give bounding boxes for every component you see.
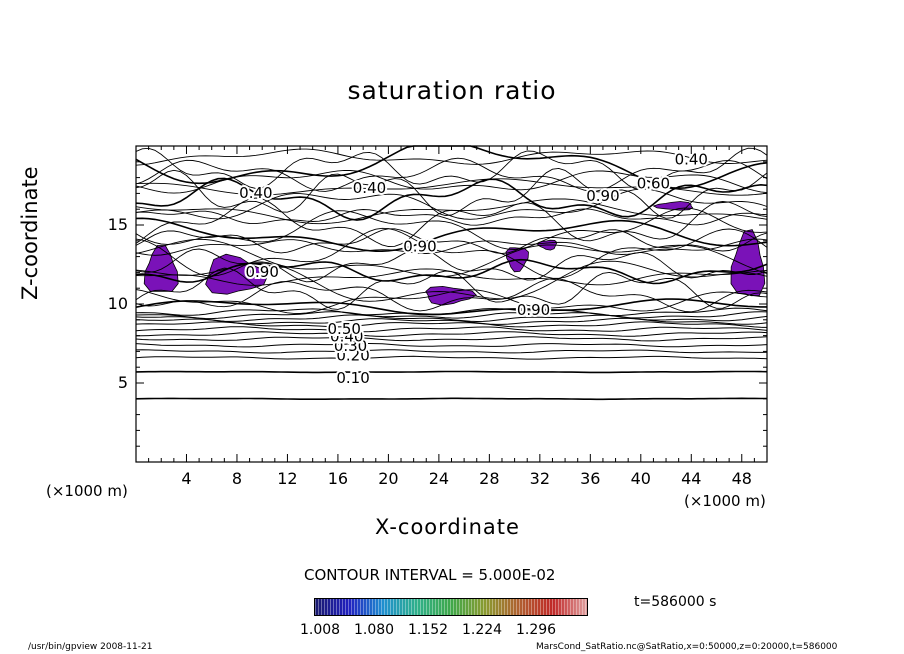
colorbar-label: 1.152 [408, 622, 449, 638]
contour-line [135, 157, 768, 192]
colorbar-label: 1.008 [300, 622, 341, 638]
x-tick-label: 28 [479, 469, 500, 488]
contour-line [135, 178, 768, 196]
colorbar [314, 598, 588, 616]
contour-label: 0.40 [239, 184, 272, 202]
contour-line [135, 397, 767, 401]
contour-line [135, 208, 768, 226]
contour-line [135, 278, 768, 313]
contour-label: 0.90 [586, 187, 619, 205]
contour-line [135, 198, 768, 225]
y-axis-label: Z-coordinate [18, 166, 42, 300]
contour-line [135, 349, 768, 354]
contour-line [135, 343, 768, 348]
contour-label: 0.60 [637, 174, 670, 192]
contour-labels: 0.100.200.300.400.500.40 0.400.400.900.60… [237, 149, 710, 389]
contour-label: 0.40 [330, 328, 363, 346]
contour-line [135, 227, 768, 279]
x-unit-label-right: (×1000 m) [684, 492, 766, 510]
x-tick-label: 16 [327, 469, 349, 488]
colorbar-label: 1.224 [462, 622, 503, 638]
contour-line [135, 314, 768, 323]
contour-line [135, 207, 768, 250]
x-tick-label: 8 [231, 469, 243, 488]
contour-label: 0.50 [328, 320, 361, 338]
y-tick-label: 15 [107, 215, 128, 234]
x-tick-label: 32 [529, 469, 550, 488]
x-tick-label: 36 [580, 469, 601, 488]
chart-title: saturation ratio [347, 76, 557, 105]
colorbar-label: 1.296 [516, 622, 557, 638]
x-tick-label: 40 [630, 469, 651, 488]
contour-line [135, 238, 768, 256]
x-tick-label: 48 [731, 469, 752, 488]
contour-label: 0.90 [403, 238, 436, 256]
contour-line [135, 326, 768, 333]
contour-line [135, 177, 768, 221]
contour-line [135, 268, 768, 286]
contour-line [135, 228, 768, 254]
contour-label: 0.40 [353, 179, 386, 197]
contour-line [135, 258, 768, 285]
contour-label: 0.90 [245, 263, 278, 281]
y-tick-label: 5 [117, 373, 128, 392]
contour-line [135, 148, 768, 166]
footer-left: /usr/bin/gpview 2008-11-21 [28, 642, 153, 652]
contour-line [135, 298, 767, 316]
contour-line [135, 145, 768, 190]
contour-line [135, 317, 768, 325]
contour-label: 0.30 [334, 337, 367, 355]
contour-lines [135, 145, 768, 401]
contour-line [135, 336, 768, 342]
contour-line [135, 147, 768, 190]
contour-line [135, 355, 768, 360]
time-label: t=586000 s [634, 594, 717, 610]
x-tick-label: 20 [378, 469, 399, 488]
x-tick-label: 12 [277, 469, 298, 488]
contour-label: 0.40 [675, 151, 708, 169]
shaded-region [652, 201, 694, 211]
x-axis-label: X-coordinate [375, 515, 520, 539]
contour-line [135, 311, 768, 320]
contour-label: 0.90 [517, 301, 550, 319]
contour-line [135, 248, 768, 283]
contour-label: 0.10 [336, 369, 369, 387]
x-unit-label-left: (×1000 m) [46, 482, 128, 500]
contour-label: 0.20 [336, 347, 369, 365]
x-tick-label: 24 [428, 469, 450, 488]
axis-ticks [136, 146, 767, 462]
contour-line [135, 238, 768, 278]
x-tick-label: 44 [681, 469, 702, 488]
contour-line [135, 217, 768, 252]
contour-interval-label: CONTOUR INTERVAL = 5.000E-02 [304, 566, 556, 584]
x-tick-label: 4 [181, 469, 192, 488]
footer-right: MarsCond_SatRatio.nc@SatRatio,x=0:50000,… [536, 642, 838, 652]
contour-line [135, 167, 768, 219]
contour-line [135, 331, 768, 337]
colorbar-label: 1.080 [354, 622, 395, 638]
contour-line [135, 188, 768, 220]
contour-line [135, 370, 768, 374]
y-tick-label: 10 [107, 294, 128, 313]
